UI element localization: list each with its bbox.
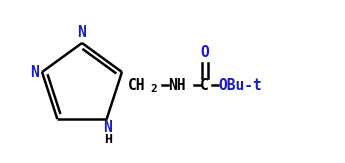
Text: NH: NH (168, 77, 186, 92)
Text: N: N (103, 120, 112, 135)
Text: 2: 2 (150, 84, 157, 94)
Text: N: N (30, 65, 39, 80)
Text: O: O (200, 45, 209, 60)
Text: OBu-t: OBu-t (218, 77, 262, 92)
Text: C: C (200, 77, 209, 92)
Text: CH: CH (128, 77, 146, 92)
Text: H: H (104, 133, 112, 146)
Text: N: N (78, 25, 86, 40)
